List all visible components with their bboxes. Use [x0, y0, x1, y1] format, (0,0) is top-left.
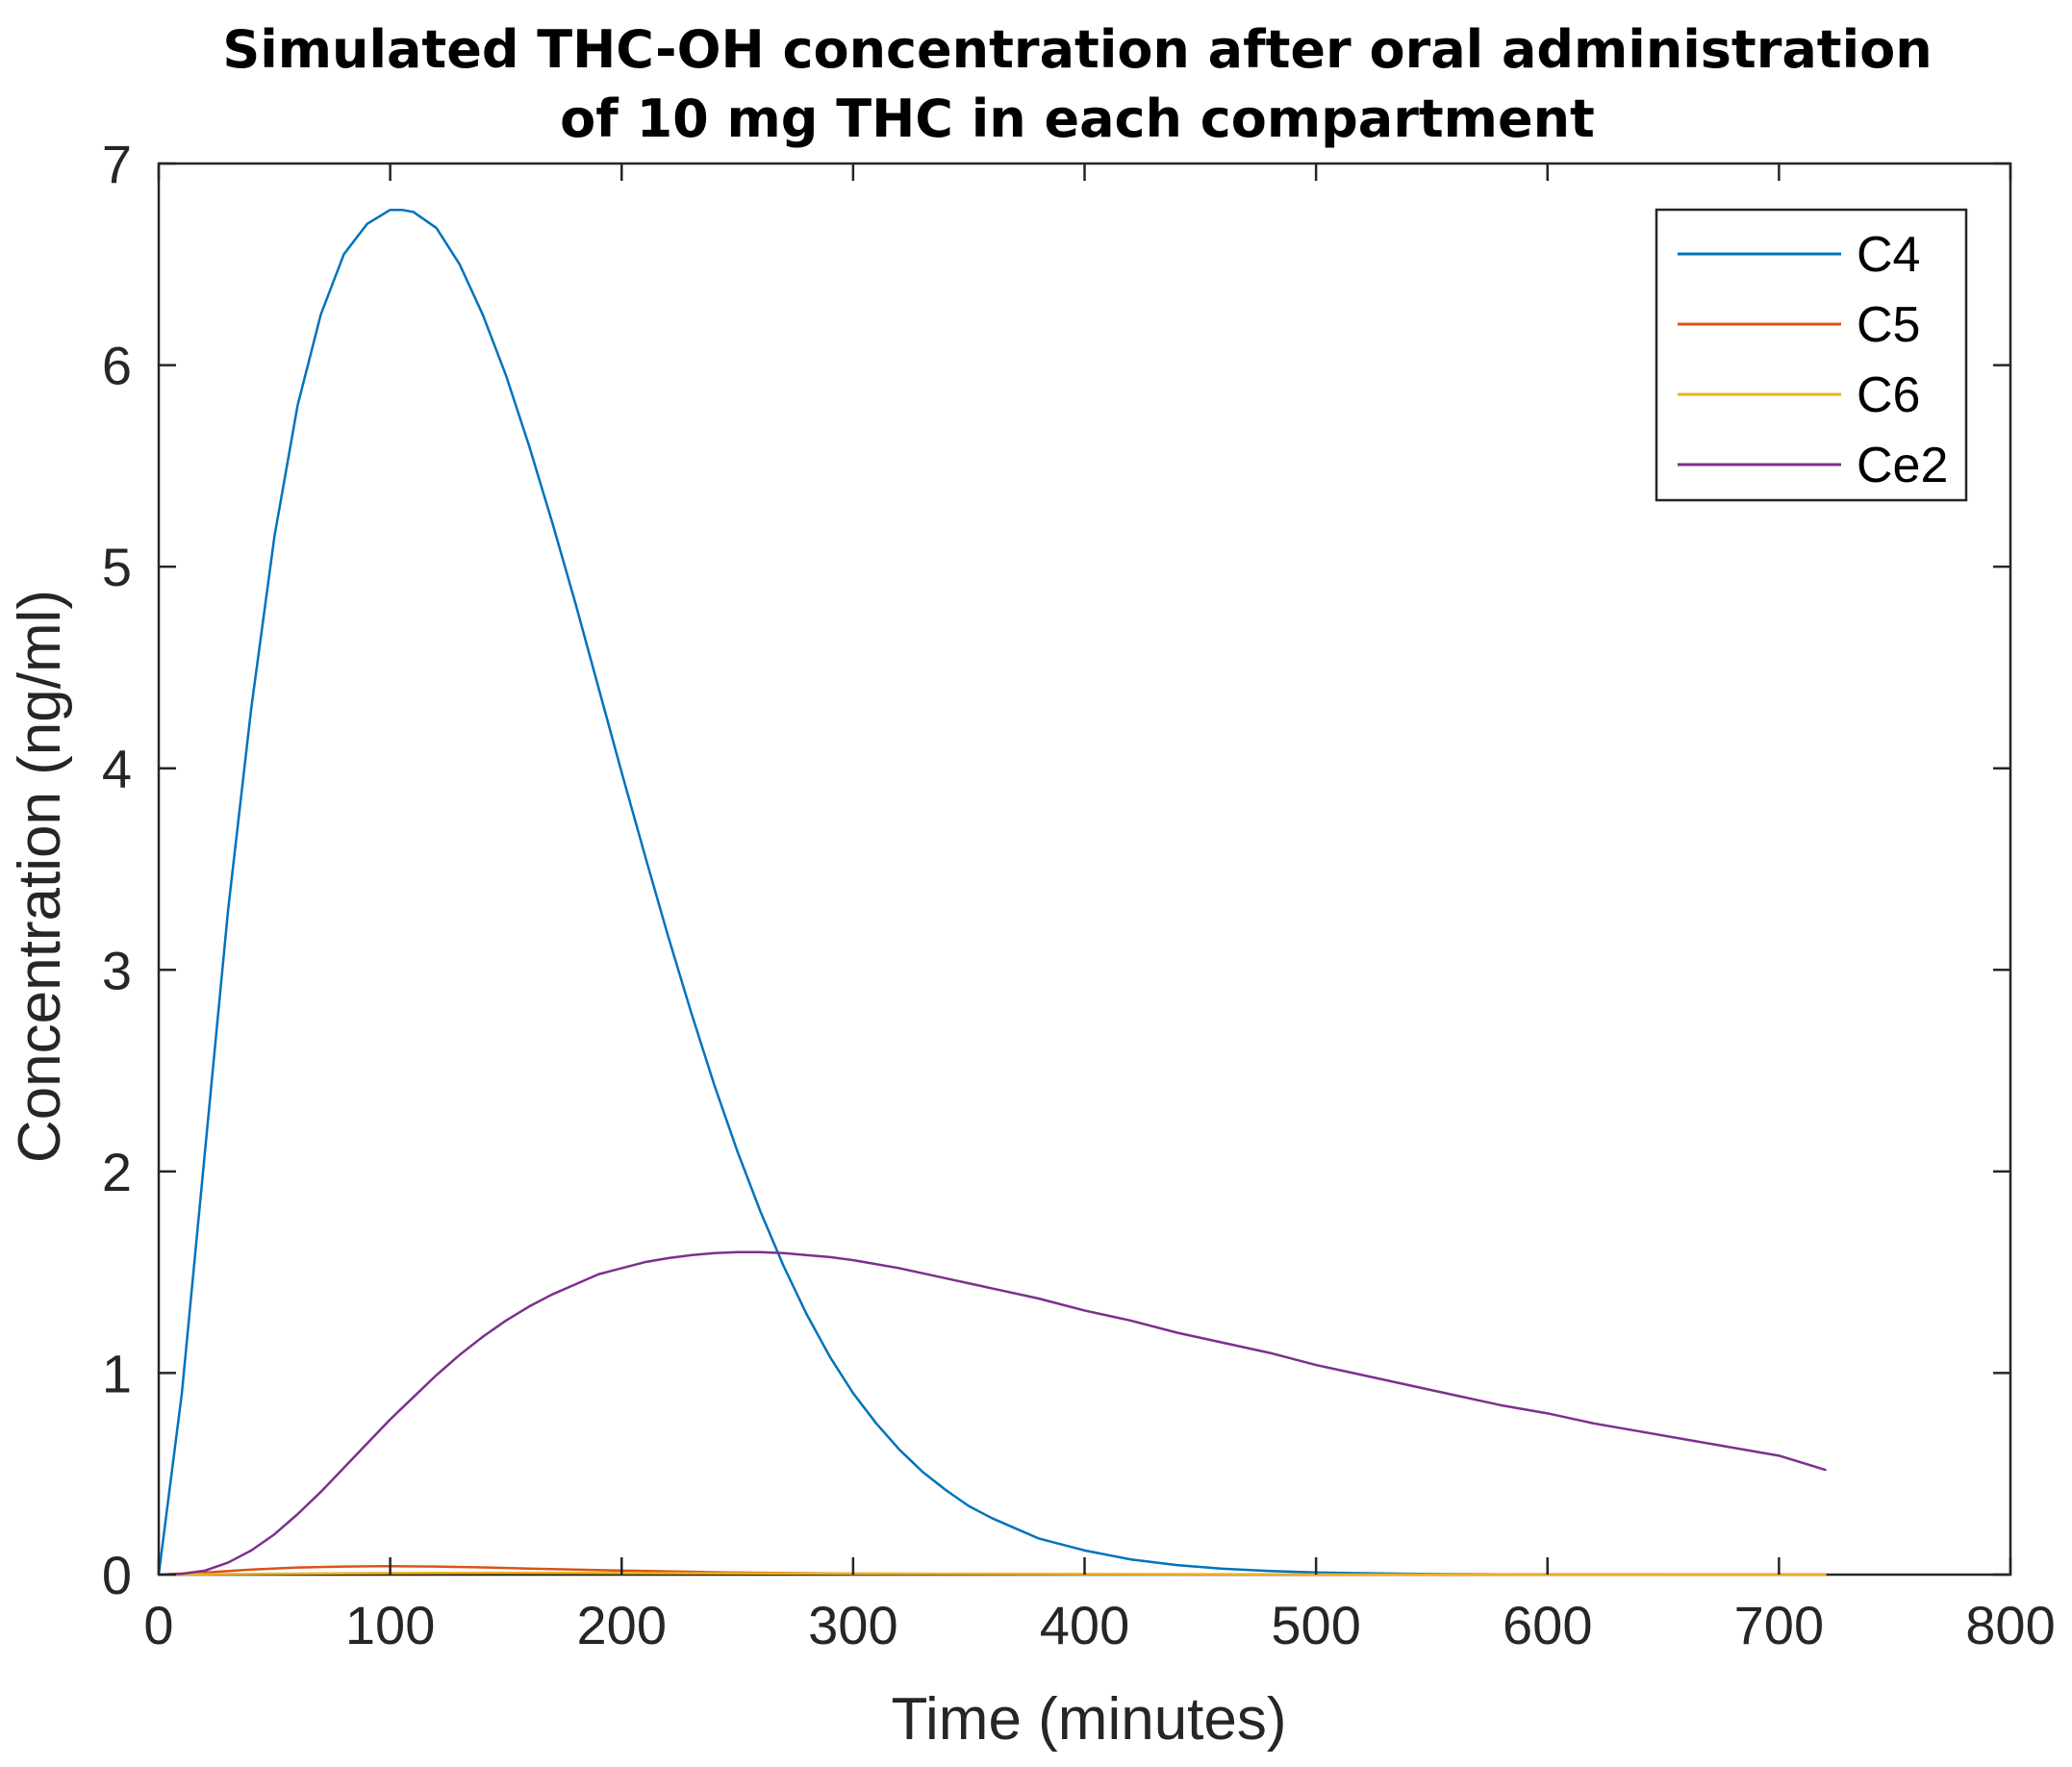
x-tick-label: 800	[1965, 1595, 2055, 1655]
legend-label-ce2: Ce2	[1857, 438, 1948, 493]
tick-layer: 0 100 200 300 400 500 600 700 800 0 1 2 3 4 5 6 7	[102, 134, 2056, 1655]
x-tick-label: 300	[808, 1595, 897, 1655]
legend-label-c5: C5	[1857, 297, 1920, 353]
y-tick-label: 2	[102, 1142, 132, 1202]
legend-items: C4 C5 C6 Ce2	[1678, 227, 1948, 493]
y-tick-label: 3	[102, 940, 132, 1000]
series-layer	[157, 208, 1827, 1577]
x-tick-label: 600	[1503, 1595, 1592, 1655]
series-line-c6	[157, 1571, 1827, 1577]
y-tick-label: 4	[102, 739, 132, 799]
legend-label-c6: C6	[1857, 367, 1920, 423]
y-tick-label: 1	[102, 1343, 132, 1403]
y-tick-label: 0	[102, 1545, 132, 1605]
y-tick-label: 5	[102, 537, 132, 597]
y-tick-label: 7	[102, 134, 132, 194]
legend: C4 C5 C6 Ce2	[1655, 208, 1968, 502]
x-tick-label: 400	[1040, 1595, 1129, 1655]
x-tick-label: 700	[1734, 1595, 1824, 1655]
y-tick-label: 6	[102, 336, 132, 396]
x-tick-label: 200	[577, 1595, 667, 1655]
y-axis-label: Concentration (ng/ml)	[7, 590, 73, 1163]
chart-title-line-1: Simulated THC-OH concentration after ora…	[222, 19, 1932, 80]
x-tick-label: 100	[345, 1595, 435, 1655]
chart-title-line-2: of 10 mg THC in each compartment	[560, 88, 1595, 149]
x-tick-label: 0	[143, 1595, 173, 1655]
legend-box	[1655, 208, 1968, 502]
x-axis-label: Time (minutes)	[891, 1686, 1286, 1753]
x-tick-label: 500	[1271, 1595, 1360, 1655]
series-line-ce2	[157, 1250, 1827, 1577]
legend-label-c4: C4	[1857, 227, 1920, 283]
